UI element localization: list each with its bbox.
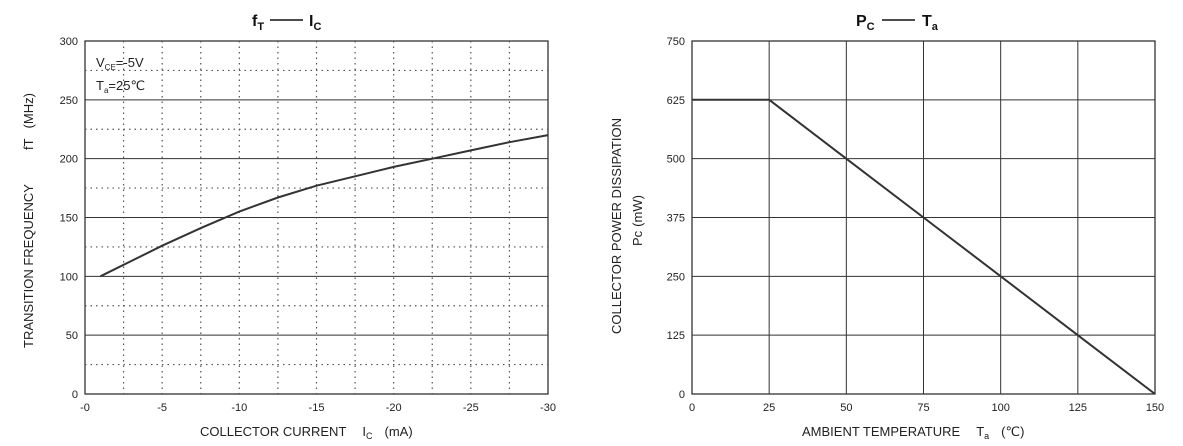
ft-ylabel-symbol: fT bbox=[21, 138, 36, 150]
r-y-tick-label: 125 bbox=[667, 330, 685, 342]
l-y-tick-label: 200 bbox=[60, 154, 78, 166]
pc-ylabel-text: COLLECTOR POWER DISSIPATION bbox=[609, 118, 624, 334]
pc-ylabel: COLLECTOR POWER DISSIPATION bbox=[609, 118, 624, 334]
l-y-tick-label: 300 bbox=[60, 36, 78, 48]
r-x-tick-label: 75 bbox=[917, 402, 929, 414]
pc-ylabel-symbol-unit: Pc (mW) bbox=[630, 195, 645, 246]
ft-ta-annotation: Ta=25℃ bbox=[96, 78, 145, 95]
pc-xlabel-sub: a bbox=[984, 431, 989, 441]
pc-ylabel-unit: (mW) bbox=[630, 195, 645, 227]
r-y-tick-label: 250 bbox=[667, 271, 685, 283]
l-y-tick-label: 150 bbox=[60, 213, 78, 225]
l-y-tick-label: 50 bbox=[66, 330, 78, 342]
ft-vce-label: V bbox=[96, 55, 105, 70]
r-y-tick-label: 625 bbox=[667, 95, 685, 107]
pc-title-ta: Ta bbox=[922, 13, 939, 33]
pc-ylabel-symbol: Pc bbox=[630, 230, 645, 246]
ft-ylabel-text: TRANSITION FREQUENCY bbox=[21, 184, 36, 348]
ft-vs-ic-chart: -0 -5 -10 -15 -20 -25 -30 0 50 100 150 200 250 300 f… bbox=[21, 13, 556, 441]
ft-title: fT bbox=[252, 13, 264, 33]
r-x-tick-label: 150 bbox=[1146, 402, 1164, 414]
pc-title-p: P bbox=[856, 13, 867, 30]
pc-xlabel-symbol: T bbox=[976, 424, 984, 439]
pc-y-ticks: 0 125 250 375 500 625 750 bbox=[667, 36, 685, 401]
ft-curve bbox=[99, 134, 549, 278]
ft-xlabel: COLLECTOR CURRENT IC (mA) bbox=[200, 424, 413, 441]
l-x-tick-label: -30 bbox=[540, 402, 556, 414]
ft-y-ticks: 0 50 100 150 200 250 300 bbox=[60, 36, 78, 401]
ft-vce-annotation: VCE=-5V bbox=[96, 55, 144, 72]
l-y-tick-label: 0 bbox=[72, 389, 78, 401]
r-x-tick-label: 25 bbox=[763, 402, 775, 414]
pc-title-t-sub: a bbox=[932, 21, 939, 33]
ft-ylabel-unit: (MHz) bbox=[21, 93, 36, 128]
l-x-tick-label: -0 bbox=[80, 402, 90, 414]
pc-x-ticks: 0 25 50 75 100 125 150 bbox=[689, 402, 1164, 414]
ft-vce-value: =-5V bbox=[116, 55, 144, 70]
pc-xlabel-text: AMBIENT TEMPERATURE bbox=[802, 424, 961, 439]
l-x-tick-label: -15 bbox=[309, 402, 325, 414]
l-y-tick-label: 250 bbox=[60, 95, 78, 107]
ft-ylabel: TRANSITION FREQUENCY bbox=[21, 184, 36, 348]
pc-curve bbox=[692, 98, 1156, 395]
ft-ta-label: T bbox=[96, 78, 104, 93]
pc-xlabel-unit: (℃) bbox=[1001, 424, 1024, 439]
ft-xlabel-unit: (mA) bbox=[385, 424, 413, 439]
r-x-tick-label: 100 bbox=[991, 402, 1009, 414]
pc-title-p-sub: C bbox=[867, 21, 875, 33]
l-x-tick-label: -10 bbox=[231, 402, 247, 414]
pc-title: PC bbox=[856, 13, 875, 33]
ft-xlabel-sub: C bbox=[366, 431, 373, 441]
ft-title-i-sub: C bbox=[313, 21, 321, 33]
ft-title-i: I bbox=[309, 13, 313, 30]
ft-ylabel-symbol-unit: fT (MHz) bbox=[21, 93, 36, 150]
l-y-tick-label: 100 bbox=[60, 271, 78, 283]
ft-ta-sub: a bbox=[104, 86, 109, 95]
ft-title-f: f bbox=[252, 13, 258, 30]
ft-xlabel-symbol: I bbox=[362, 424, 366, 439]
ft-xlabel-text: COLLECTOR CURRENT bbox=[200, 424, 346, 439]
pc-title-t: T bbox=[922, 13, 932, 30]
r-x-tick-label: 0 bbox=[689, 402, 695, 414]
ft-vce-sub: CE bbox=[105, 63, 116, 72]
pc-xlabel: AMBIENT TEMPERATURE Ta (℃) bbox=[802, 424, 1024, 441]
ft-title-ic: IC bbox=[309, 13, 321, 33]
ft-grid bbox=[85, 41, 548, 394]
r-y-tick-label: 500 bbox=[667, 154, 685, 166]
r-x-tick-label: 125 bbox=[1069, 402, 1087, 414]
r-y-tick-label: 0 bbox=[679, 389, 685, 401]
l-x-tick-label: -25 bbox=[463, 402, 479, 414]
r-x-tick-label: 50 bbox=[840, 402, 852, 414]
ft-ta-value: =25℃ bbox=[108, 78, 145, 93]
l-x-tick-label: -5 bbox=[157, 402, 167, 414]
r-y-tick-label: 375 bbox=[667, 213, 685, 225]
ft-title-f-sub: T bbox=[257, 21, 264, 33]
r-y-tick-label: 750 bbox=[667, 36, 685, 48]
ft-x-ticks: -0 -5 -10 -15 -20 -25 -30 bbox=[80, 402, 556, 414]
l-x-tick-label: -20 bbox=[386, 402, 402, 414]
